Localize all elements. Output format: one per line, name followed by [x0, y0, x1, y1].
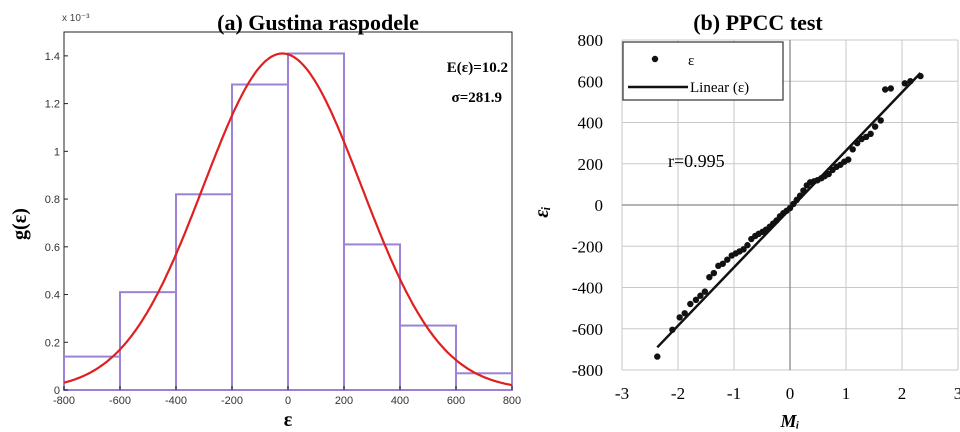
legend-marker-icon — [651, 55, 659, 63]
histogram-x-tick-label: -400 — [165, 395, 187, 407]
scatter-x-axis-label: Mᵢ — [779, 411, 799, 431]
scatter-y-tick-label: 200 — [578, 155, 604, 174]
histogram-x-tick-label: 400 — [391, 395, 409, 407]
legend-entry-linear: Linear (ε) — [690, 80, 749, 96]
scatter-point — [845, 156, 852, 163]
scatter-point — [854, 139, 861, 147]
legend-box — [622, 41, 784, 101]
histogram-x-tick-label: -200 — [221, 395, 243, 407]
histogram-y-tick-label: 0.8 — [45, 194, 60, 206]
scatter-x-tick-label: 1 — [842, 384, 851, 403]
histogram-panel: (a) Gustina raspodele x 10⁻³ g(ε) ε -800… — [9, 10, 521, 431]
scatter-point — [867, 130, 874, 138]
scatter-point — [669, 326, 676, 333]
histogram-x-axis-label: ε — [284, 409, 293, 431]
scatter-point — [676, 314, 683, 321]
scatter-x-tick-label: -1 — [727, 384, 741, 403]
scatter-point — [917, 72, 924, 80]
ppcc-title: (b) PPCC test — [693, 10, 823, 35]
histogram-y-tick-label: 0.4 — [45, 290, 60, 302]
scatter-point — [692, 296, 700, 304]
histogram-y-tick-label: 1.4 — [45, 51, 60, 63]
scatter-y-tick-label: 600 — [578, 72, 604, 91]
scatter-x-tick-label: -3 — [615, 384, 629, 403]
scatter-x-tick-label: -2 — [671, 384, 685, 403]
histogram-bars — [63, 52, 513, 392]
scatter-y-tick-label: -200 — [572, 237, 603, 256]
scatter-point — [710, 269, 718, 277]
scatter-point — [877, 117, 884, 124]
scatter-point — [706, 273, 713, 281]
scatter-point — [744, 242, 751, 249]
histogram-bar-4 — [287, 52, 345, 391]
histogram-y-tick-label: 1.2 — [45, 99, 60, 111]
histogram-y-multiplier: x 10⁻³ — [62, 13, 90, 24]
density-curve — [63, 52, 513, 387]
histogram-bar-6 — [399, 324, 457, 391]
histogram-y-tick-label: 1 — [54, 146, 60, 158]
scatter-point — [681, 310, 688, 317]
histogram-x-tick-label: 0 — [285, 395, 291, 407]
scatter-x-tick-label: 2 — [898, 384, 907, 403]
scatter-point — [882, 86, 889, 93]
scatter-point — [796, 192, 804, 199]
scatter-point — [719, 260, 726, 267]
histogram-ticks: -800 -600 -400 -200 0 200 400 600 800 0 0.2 0.4 0.6 0… — [45, 51, 521, 407]
scatter-y-tick-label: 0 — [595, 196, 604, 215]
scatter-y-tick-label: 800 — [578, 31, 604, 50]
scatter-point — [825, 170, 832, 178]
scatter-point — [697, 292, 704, 299]
annotation-sigma: σ=281.9 — [452, 90, 502, 106]
scatter-y-tick-label: 400 — [578, 114, 604, 133]
scatter-point — [862, 133, 870, 141]
scatter-points — [654, 72, 924, 360]
scatter-y-axis-label: εᵢ — [531, 206, 553, 218]
legend-entry-points: ε — [688, 53, 694, 69]
ppcc-panel: (b) PPCC test -800 -600 -400 -200 0 200 400 600… — [531, 10, 960, 431]
scatter-point — [701, 288, 709, 295]
annotation-mean: E(ε)=10.2 — [447, 60, 508, 76]
scatter-point — [887, 85, 894, 92]
scatter-y-tick-label: -400 — [572, 279, 603, 298]
scatter-y-tick-label: -600 — [572, 320, 603, 339]
scatter-point — [849, 146, 856, 153]
histogram-x-tick-label: 600 — [447, 395, 465, 407]
histogram-x-tick-label: 800 — [503, 395, 521, 407]
histogram-y-tick-label: 0.2 — [45, 337, 60, 349]
scatter-point — [901, 80, 908, 87]
legend: ε Linear (ε) — [622, 41, 784, 101]
scatter-point — [871, 123, 879, 130]
histogram-y-tick-label: 0 — [54, 385, 60, 397]
histogram-x-tick-label: -800 — [53, 395, 75, 407]
scatter-ticks: -800 -600 -400 -200 0 200 400 600 800 -3 -2 -1 0 1 2 3 — [572, 31, 960, 403]
scatter-y-tick-label: -800 — [572, 361, 603, 380]
histogram-x-tick-label: 200 — [335, 395, 353, 407]
histogram-bar-7 — [455, 372, 513, 392]
correlation-annotation: r=0.995 — [668, 151, 725, 171]
scatter-point — [654, 353, 661, 360]
scatter-point — [800, 187, 807, 194]
scatter-x-tick-label: 0 — [786, 384, 795, 403]
histogram-y-axis-label: g(ε) — [9, 208, 31, 240]
histogram-bar-5 — [343, 243, 401, 391]
histogram-x-tick-label: -600 — [109, 395, 131, 407]
scatter-point — [740, 246, 747, 253]
scatter-x-tick-label: 3 — [954, 384, 960, 403]
histogram-y-tick-label: 0.6 — [45, 242, 60, 254]
scatter-point — [724, 256, 731, 263]
scatter-point — [687, 300, 694, 308]
histogram-title: (a) Gustina raspodele — [217, 10, 419, 35]
scatter-point — [907, 78, 914, 85]
